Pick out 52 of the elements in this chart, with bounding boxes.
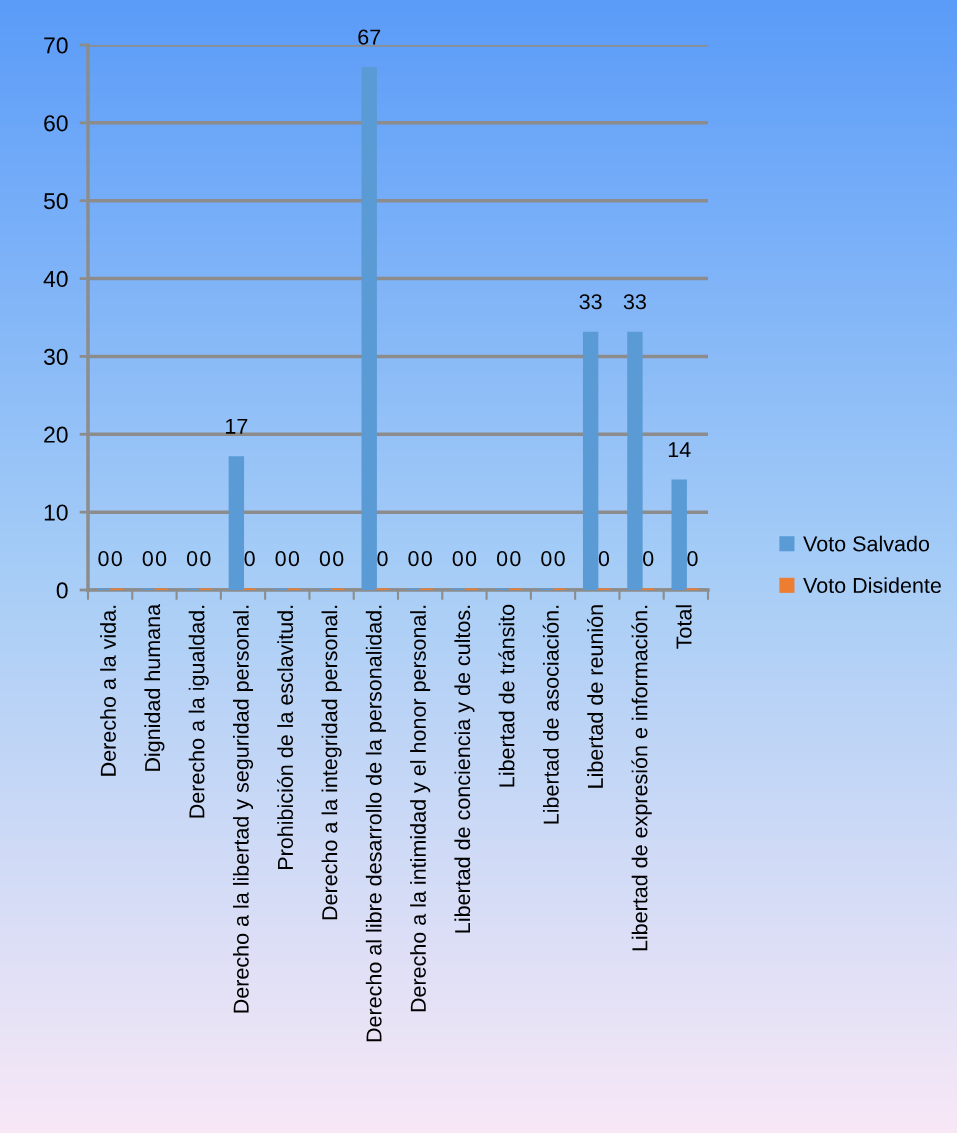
data-label: 0 [288,551,300,567]
y-tick-label: 30 [43,348,68,365]
data-label: 17 [226,418,248,434]
data-label: 0 [333,551,344,567]
y-tick-label: 40 [43,270,68,288]
data-label: 0 [98,551,109,567]
data-label: 0 [496,551,508,567]
y-tick-label: 50 [43,193,68,210]
x-tick-label: Derecho a la integridad personal. [321,605,342,920]
x-tick-label: Prohibición de la esclavitud. [277,605,294,869]
x-tick-label: Derecho a la libertad y seguridad personal. [232,605,254,1013]
data-label: 0 [687,551,698,567]
y-tick-label: 0 [56,582,68,599]
data-label: 0 [142,551,153,567]
data-label: 0 [244,551,255,567]
data-label: 0 [377,551,388,567]
x-tick-label: Libertad de conciencia y de cultos. [454,605,475,933]
x-tick-label: Total [675,605,692,649]
data-label: 33 [623,294,646,310]
data-label: 67 [358,29,381,45]
data-label: 0 [111,551,122,567]
data-label: 0 [554,551,565,567]
x-tick-label: Libertad de tránsito [498,604,515,787]
data-label: 0 [186,551,198,567]
legend-label: Voto Disidente [803,577,941,594]
y-tick-label: 70 [44,37,68,54]
x-tick-label: Derecho a la vida. [100,605,116,776]
x-tick-label: Dignidad humana [144,603,165,771]
data-label: 0 [510,551,521,567]
y-tick-label: 20 [44,426,68,443]
x-tick-label: Derecho a la intimidad y el honor personal. [410,605,431,1012]
data-label: 0 [408,551,419,567]
data-label: 0 [452,551,463,567]
x-tick-label: Derecho a la igualdad. [188,605,209,818]
legend-label: Voto Salvado [803,535,930,552]
x-tick-label: Derecho al libre desarrollo de la personalidad. [365,605,386,1042]
data-label: 0 [319,551,331,567]
data-label: 0 [200,551,211,567]
data-label: 0 [275,551,286,567]
x-tick-label: Libertad de expresión e información. [631,605,652,951]
data-label: 0 [155,551,167,567]
data-label: 0 [465,551,477,567]
data-label: 0 [643,551,654,567]
data-label: 0 [421,551,432,567]
y-tick-label: 10 [44,504,68,521]
y-tick-label: 60 [44,115,68,132]
data-label: 0 [598,551,610,567]
data-label: 33 [579,294,602,310]
data-label: 14 [668,442,691,458]
data-label: 0 [541,551,552,567]
x-tick-label: Libertad de asociación. [542,605,559,824]
x-tick-label: Libertad de reunión [587,605,604,788]
